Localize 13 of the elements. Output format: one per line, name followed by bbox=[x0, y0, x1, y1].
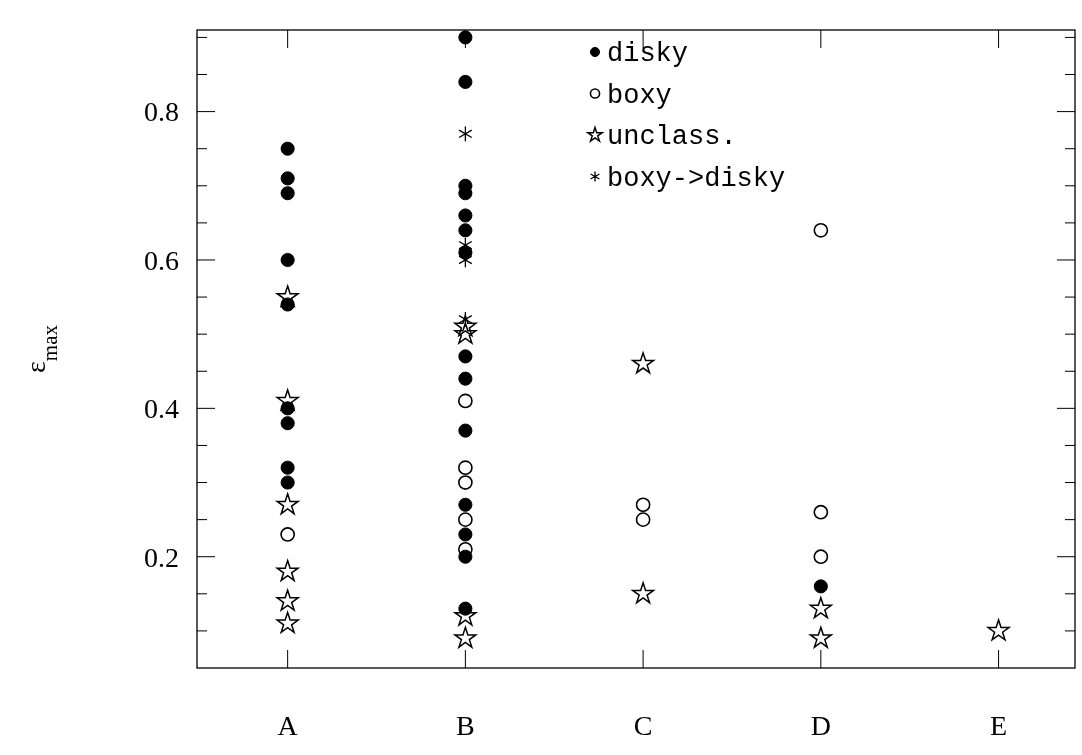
y-tick-label: 0.2 bbox=[144, 541, 179, 573]
y-tick-label: 0.8 bbox=[144, 96, 179, 128]
x-tick-label: B bbox=[456, 710, 475, 741]
y-tick-label: 0.6 bbox=[144, 244, 179, 276]
legend-label: unclass. bbox=[607, 122, 737, 153]
x-tick-label: E bbox=[990, 710, 1008, 741]
x-tick-label: C bbox=[633, 710, 653, 741]
legend-label: disky bbox=[607, 39, 689, 70]
legend-label: boxy bbox=[607, 80, 672, 111]
x-tick-label: A bbox=[277, 710, 299, 741]
legend-label: boxy->disky bbox=[607, 163, 786, 194]
x-tick-label: D bbox=[810, 710, 831, 741]
y-tick-label: 0.4 bbox=[144, 393, 179, 425]
